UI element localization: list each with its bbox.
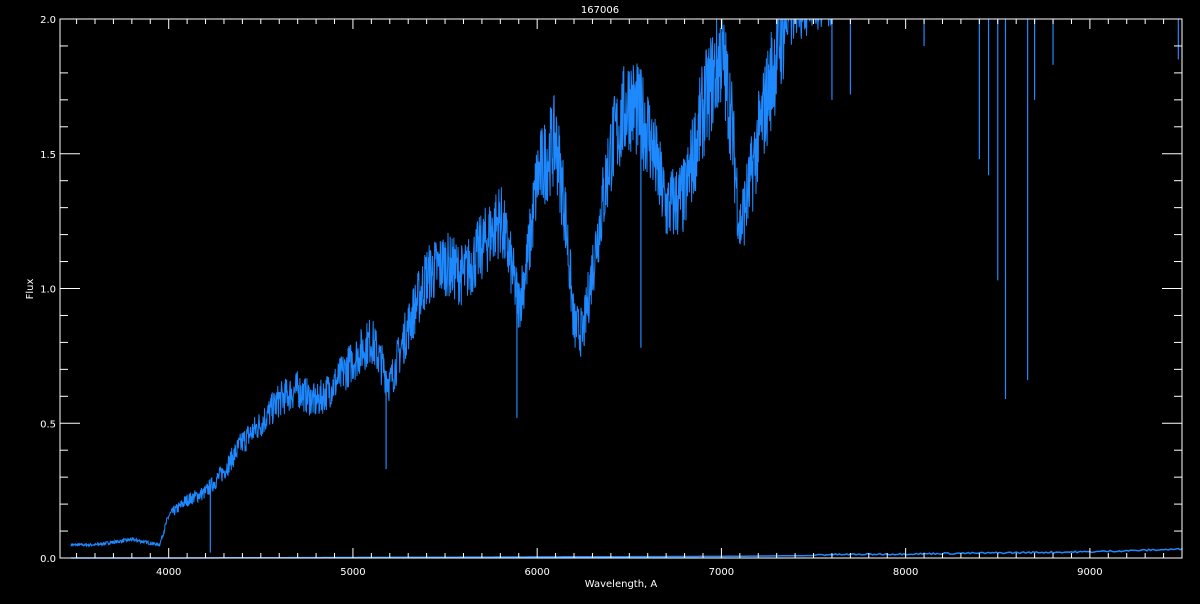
y-tick-label: 2.0 bbox=[40, 15, 56, 26]
series-layer bbox=[70, 18, 1183, 559]
x-tick-label: 5000 bbox=[340, 567, 365, 578]
y-tick-label: 1.5 bbox=[40, 150, 56, 161]
y-tick-label: 0.5 bbox=[40, 419, 56, 430]
x-tick-label: 6000 bbox=[524, 567, 549, 578]
y-axis-label: Flux bbox=[25, 279, 36, 300]
x-axis-label: Wavelength, A bbox=[585, 579, 658, 590]
series-main-line bbox=[70, 18, 1182, 548]
x-tick-label: 4000 bbox=[156, 567, 181, 578]
x-tick-label: 8000 bbox=[893, 567, 918, 578]
y-tick-label: 0.0 bbox=[40, 554, 56, 565]
x-tick-label: 9000 bbox=[1077, 567, 1102, 578]
series-secondary-line bbox=[71, 547, 1183, 559]
y-tick-label: 1.0 bbox=[40, 285, 56, 296]
chart-title: 167006 bbox=[581, 5, 619, 16]
x-tick-label: 7000 bbox=[709, 567, 734, 578]
axes-layer: 4000 5000 6000 7000 8000 9000 0.0 0.5 1.0 1.5 2.0 bbox=[40, 15, 1183, 578]
